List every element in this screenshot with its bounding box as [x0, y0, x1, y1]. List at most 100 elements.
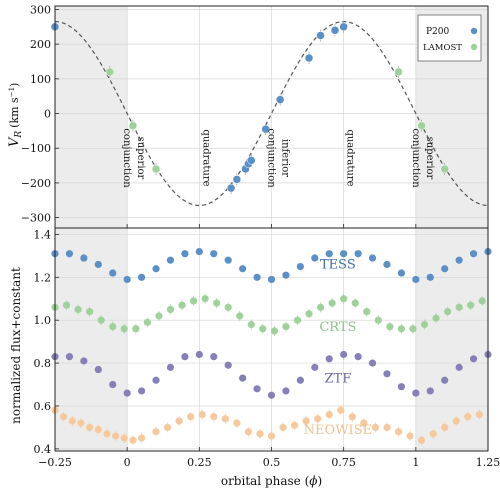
legend-box — [417, 14, 482, 62]
neowise-flux-point-18 — [233, 419, 241, 427]
ztf-flux-point-22 — [368, 359, 377, 367]
ztf-flux-point-12 — [224, 361, 232, 369]
ylabel-unit: (km s — [8, 97, 21, 128]
ztf-flux-point-15 — [267, 391, 276, 399]
crts-flux-point-12 — [189, 297, 198, 305]
bottom-ytick-label-3: 1.0 — [34, 314, 52, 327]
ztf-flux-point-3 — [94, 365, 102, 374]
lamost-rv-point-0 — [105, 67, 115, 77]
bottom-ytick-label-4: 1.2 — [34, 271, 52, 284]
tess-flux-point-22 — [368, 254, 377, 262]
bottom-y-axis-label: normalized flux+constant — [9, 267, 23, 424]
crts-flux-point-32 — [420, 320, 429, 329]
ztf-flux-point-7 — [152, 376, 160, 384]
annotation-2-line-1: inferior — [280, 139, 291, 177]
crts-flux-point-9 — [155, 312, 163, 320]
bottom-shaded-region-0 — [55, 228, 128, 451]
crts-flux-point-5 — [109, 323, 117, 331]
neowise-flux-point-9 — [129, 436, 137, 444]
crts-flux-point-6 — [120, 325, 128, 333]
crts-flux-point-16 — [236, 312, 244, 320]
tess-flux-point-28 — [455, 256, 463, 264]
rv-data-points — [50, 20, 449, 195]
neowise-flux-point-17 — [221, 415, 229, 423]
neowise-flux-point-10 — [138, 434, 146, 442]
tess-flux-point-1 — [65, 250, 74, 258]
crts-flux-point-22 — [305, 310, 313, 318]
crts-flux-point-20 — [282, 323, 290, 331]
lamost-rv-point-3 — [394, 67, 403, 77]
tess-flux-point-25 — [412, 275, 420, 284]
tess-flux-point-21 — [354, 250, 362, 258]
top-ytick-label-1: −200 — [21, 177, 51, 190]
ztf-flux-point-19 — [325, 355, 333, 363]
neowise-flux-point-38 — [464, 413, 472, 421]
ylabel-r: R — [14, 131, 24, 139]
rv-model-curve — [54, 21, 489, 207]
neowise-flux-point-28 — [348, 413, 356, 421]
ylabel-sup: −1 — [8, 87, 16, 97]
neowise-flux-point-31 — [383, 423, 391, 432]
ztf-flux-point-1 — [65, 353, 74, 361]
neowise-series-label: NEOWISE — [304, 423, 372, 438]
neowise-flux-point-39 — [475, 410, 483, 419]
annotation-1-line-0: quadrature — [200, 129, 211, 186]
crts-flux-point-30 — [397, 325, 405, 333]
top-ytick-label-2: −100 — [21, 142, 51, 155]
ztf-flux-point-20 — [340, 350, 348, 359]
neowise-flux-point-14 — [187, 413, 195, 421]
neowise-flux-point-2 — [68, 417, 76, 425]
neowise-flux-point-13 — [175, 417, 183, 425]
legend-label-p200: P200 — [426, 27, 450, 37]
xlabel-prefix: orbital phase ( — [221, 474, 309, 488]
top-gridlines — [54, 6, 489, 228]
bottom-xtick-label-4: 0.75 — [331, 456, 356, 469]
ztf-flux-point-27 — [441, 376, 449, 384]
top-ytick-label-0: −300 — [21, 212, 51, 225]
legend-marker-lamost — [470, 43, 478, 51]
neowise-flux-point-4 — [86, 423, 94, 432]
light-curve-panel: TESS CRTS ZTF NEOWISE 0.4 0.6 0.8 1.0 1.2 1.4 −0… — [9, 224, 500, 488]
tess-flux-point-27 — [441, 265, 449, 273]
top-ytick-label-5: 200 — [30, 38, 51, 51]
p200-rv-point-2 — [232, 175, 242, 184]
ztf-flux-point-25 — [412, 389, 420, 397]
tess-flux-point-17 — [296, 262, 304, 271]
ztf-flux-point-2 — [80, 357, 88, 365]
neowise-flux-point-7 — [112, 432, 120, 440]
crts-flux-point-26 — [351, 299, 359, 307]
bottom-xtick-label-5: 1 — [412, 456, 419, 469]
bottom-ytick-label-5: 1.4 — [34, 228, 52, 241]
neowise-flux-point-5 — [94, 425, 102, 434]
neowise-flux-point-23 — [290, 421, 299, 429]
crts-flux-point-34 — [443, 308, 452, 316]
ztf-flux-point-24 — [397, 383, 405, 391]
crts-flux-point-10 — [166, 305, 175, 314]
bottom-y-ticks: 0.4 0.6 0.8 1.0 1.2 1.4 — [34, 228, 59, 456]
neowise-flux-point-15 — [198, 410, 206, 419]
ztf-flux-point-14 — [253, 385, 261, 393]
p200-rv-point-1 — [226, 183, 236, 193]
neowise-flux-point-22 — [279, 423, 287, 432]
ztf-flux-point-6 — [138, 387, 146, 395]
crts-flux-point-1 — [62, 301, 71, 309]
crts-flux-point-14 — [213, 299, 221, 307]
ztf-flux-point-13 — [239, 374, 247, 382]
ztf-flux-point-23 — [383, 370, 391, 378]
ztf-flux-point-10 — [195, 350, 203, 359]
ztf-series-label: ZTF — [325, 371, 352, 386]
phase-annotations: conjunction superior quadrature conjunction… — [121, 128, 435, 188]
crts-flux-point-28 — [374, 316, 382, 324]
crts-flux-point-11 — [178, 301, 186, 309]
tess-flux-point-23 — [383, 260, 391, 269]
top-y-axis-label: VR (km s−1) — [7, 83, 24, 147]
lamost-rv-point-2 — [151, 164, 161, 174]
ztf-flux-point-11 — [210, 353, 218, 361]
light-curve-series-labels: TESS CRTS ZTF NEOWISE — [304, 258, 372, 438]
annotation-0-line-0: conjunction — [121, 128, 132, 188]
neowise-flux-point-1 — [60, 413, 68, 421]
ylabel-close: ) — [8, 83, 21, 87]
radial-velocity-panel: conjunction superior quadrature conjunction… — [7, 3, 489, 229]
tess-flux-point-6 — [138, 273, 146, 281]
crts-series-label: CRTS — [319, 320, 356, 335]
